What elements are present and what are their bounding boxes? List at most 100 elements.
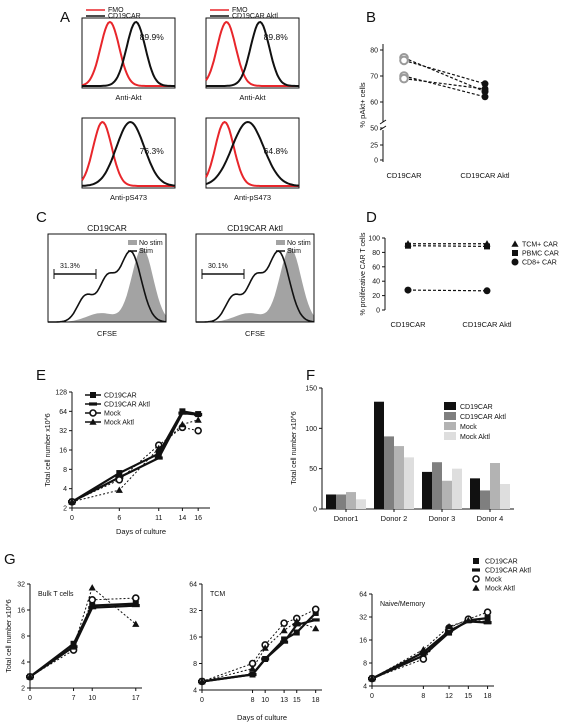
e-x-tick-label: 14: [179, 515, 187, 522]
data-point: [293, 629, 300, 636]
data-point: [26, 673, 34, 680]
bar: [500, 483, 510, 509]
y-tick-label: 60: [370, 100, 378, 107]
g3-x-tick-label: 0: [370, 693, 374, 700]
legend-marker: [89, 409, 97, 417]
e-y-tick-label: 64: [59, 409, 67, 416]
data-point: [484, 243, 490, 250]
legend-label: PBMC CAR: [522, 251, 559, 258]
g1-y-tick-label: 2: [21, 686, 25, 693]
y-tick-label: 60: [372, 264, 380, 271]
histogram-x-label: CFSE: [97, 329, 117, 338]
f-y-tick-label: 100: [305, 426, 317, 433]
legend-label: CD19CAR: [104, 393, 137, 400]
g2-y-tick-label: 16: [189, 635, 197, 642]
panel-letter-c: C: [36, 209, 47, 226]
g2-x-tick-label: 15: [293, 697, 301, 704]
data-point: [115, 475, 124, 484]
data-point: [419, 645, 427, 653]
histogram-title: CD19CAR: [87, 223, 127, 233]
y-tick-label: 80: [370, 48, 378, 55]
legend-label: CD19CAR Aktl: [460, 414, 506, 421]
x-category-label: CD19CAR Aktl: [460, 171, 510, 180]
data-point: [281, 636, 288, 643]
data-point: [248, 672, 257, 677]
e-y-tick-label: 16: [59, 448, 67, 455]
data-point: [280, 619, 288, 627]
g1-x-tick-label: 0: [28, 695, 32, 702]
data-point: [194, 416, 202, 423]
data-point: [131, 603, 140, 608]
y-axis-label: % proliferative CAR T cells: [360, 232, 367, 315]
legend-swatch: [444, 412, 456, 420]
legend-label: TCM+ CAR: [522, 242, 558, 249]
histogram-frame: [205, 17, 300, 89]
histogram-x-label: Anti-pS473: [234, 193, 271, 202]
g2-x-tick-label: 13: [280, 697, 288, 704]
g-legend-marker: [473, 558, 479, 564]
histogram-x-label: Anti-Akt: [115, 93, 142, 102]
data-point: [483, 287, 491, 295]
data-point: [88, 584, 96, 591]
axis-break: [379, 119, 387, 125]
legend-label: Mock: [104, 411, 121, 418]
bar: [356, 499, 366, 509]
y-tick-label: 0: [374, 158, 378, 165]
legend-label: Mock: [460, 424, 477, 431]
g3-y-tick-label: 16: [359, 638, 367, 645]
g2-y-tick-label: 4: [193, 688, 197, 695]
data-point: [280, 626, 288, 634]
e-y-tick-label: 32: [59, 428, 67, 435]
gate-percent-label: 30.1%: [208, 263, 228, 270]
g1-y-tick-label: 32: [17, 582, 25, 589]
histogram-x-label: Anti-Akt: [239, 93, 266, 102]
data-point: [312, 624, 320, 632]
e-y-tick-label: 4: [63, 486, 67, 493]
stim-histogram-curve: [48, 250, 167, 323]
f-x-tick-label: Donor 4: [477, 514, 504, 523]
g2-y-tick-label: 64: [189, 582, 197, 589]
f-y-tick-label: 50: [309, 466, 317, 473]
histogram-frame: [205, 117, 300, 189]
e-y-tick-label: 2: [63, 506, 67, 513]
data-point: [292, 623, 301, 627]
legend-label: Mock Aktl: [104, 420, 134, 427]
g2-x-tick-label: 0: [200, 697, 204, 704]
legend-label: FMO: [108, 7, 124, 14]
e-x-tick-label: 0: [70, 515, 74, 522]
f-x-tick-label: Donor 3: [429, 514, 456, 523]
bar: [422, 471, 432, 509]
y-axis-label: % pAkt+ cells: [358, 82, 367, 127]
stim-histogram-curve: [196, 250, 315, 323]
legend-label: FMO: [232, 7, 248, 14]
data-point: [405, 242, 411, 249]
legend-label: Stim: [287, 248, 301, 255]
data-point: [311, 605, 320, 614]
y-tick-label: 100: [368, 236, 380, 243]
histogram-x-label: Anti-pS473: [110, 193, 147, 202]
g-x-axis-label: Days of culture: [237, 713, 287, 722]
data-point: [194, 412, 203, 417]
data-point: [155, 450, 162, 457]
data-point: [445, 622, 453, 630]
g1-x-tick-label: 17: [132, 695, 140, 702]
sample-histogram-curve: [82, 20, 175, 87]
g3-y-tick-label: 8: [363, 661, 367, 668]
data-point: [89, 602, 96, 609]
f-x-tick-label: Donor 2: [381, 514, 408, 523]
g1-y-tick-label: 8: [21, 634, 25, 641]
legend-swatch: [444, 432, 456, 440]
bar: [480, 490, 490, 509]
g3-y-tick-label: 4: [363, 684, 367, 691]
panel-letter-b: B: [366, 9, 376, 26]
g2-y-tick-label: 32: [189, 608, 197, 615]
series-line: [29, 604, 136, 678]
bar: [326, 494, 336, 509]
g-legend-marker: [472, 568, 480, 572]
g3-x-tick-label: 18: [484, 693, 492, 700]
gate-percent-label: 31.3%: [60, 263, 80, 270]
g1-x-tick-label: 7: [72, 695, 76, 702]
data-point: [115, 486, 123, 493]
panel-letter-g: G: [4, 551, 16, 568]
